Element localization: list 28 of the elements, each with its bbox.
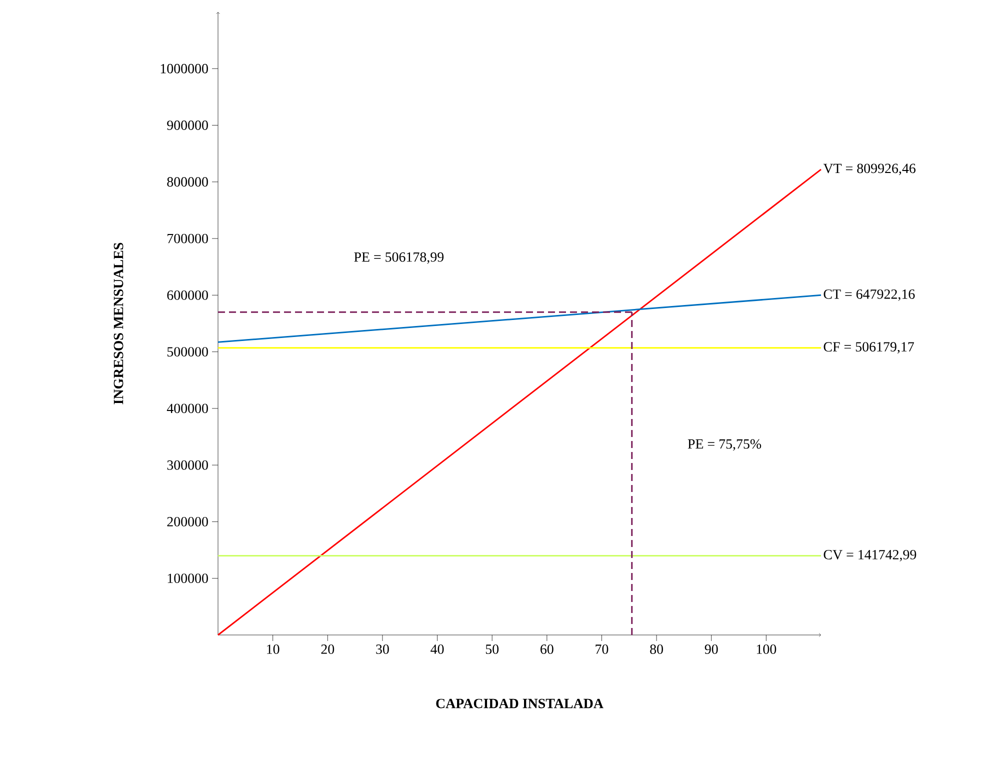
- x-tick-label: 10: [267, 644, 280, 654]
- x-tick-label: 50: [486, 644, 499, 654]
- x-tick-label: 40: [430, 644, 444, 654]
- y-tick-label: 100000: [168, 574, 208, 584]
- y-tick-label: 700000: [168, 234, 208, 244]
- x-axis-title: CAPACIDAD INSTALADA: [436, 698, 604, 708]
- annotation: PE = 75,75%: [688, 439, 762, 451]
- y-tick-label: 800000: [167, 177, 208, 187]
- series-label: CV = 141742,99: [824, 550, 916, 562]
- annotation: PE = 506178,99: [354, 252, 444, 264]
- series-label: VT = 809926,46: [823, 164, 916, 176]
- x-tick-label: 60: [540, 644, 554, 654]
- series-label: CF = 506179,17: [824, 342, 914, 354]
- y-tick-label: 600000: [167, 290, 208, 300]
- y-tick-label: 900000: [167, 120, 208, 130]
- x-tick-label: 80: [650, 644, 663, 654]
- x-tick-label: 90: [704, 644, 718, 654]
- y-tick-label: 200000: [167, 517, 208, 526]
- x-tick-label: 20: [321, 644, 334, 654]
- y-tick-label: 500000: [167, 347, 208, 357]
- y-axis-title: INGRESOS MENSUALES: [114, 242, 124, 404]
- x-tick-label: 70: [596, 644, 608, 654]
- series-label: CT = 647922,16: [824, 289, 915, 301]
- y-tick-label: 400000: [166, 404, 208, 414]
- y-tick-label: 300000: [167, 460, 208, 470]
- y-tick-label: 1000000: [160, 64, 208, 74]
- x-tick-label: 100: [756, 644, 776, 654]
- x-tick-label: 30: [376, 644, 389, 654]
